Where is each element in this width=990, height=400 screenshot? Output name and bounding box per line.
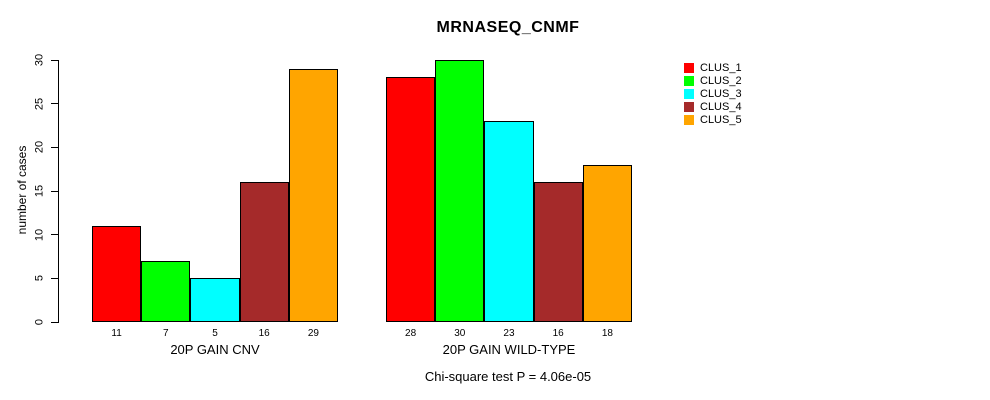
bar-value-label: 11 [111,328,122,339]
legend-swatch [684,89,694,99]
y-axis-tick [51,190,58,192]
bar-clus_2-group2 [435,60,485,322]
bar-value-label: 23 [503,328,515,339]
y-axis-tick [51,234,58,236]
y-axis-tick-label: 10 [33,228,46,241]
chi-square-annotation: Chi-square test P = 4.06e-05 [424,369,592,384]
legend-label: CLUS_1 [700,62,742,74]
bar-value-label: 7 [163,328,169,339]
y-axis-tick-label: 20 [33,141,46,154]
bar-clus_3-group1 [190,278,240,322]
bar-value-label: 30 [454,328,466,339]
y-axis-tick [51,277,58,279]
bar-clus_5-group2 [582,164,632,322]
legend-swatch [684,102,694,112]
x-group-label: 20P GAIN CNV [170,342,260,357]
bar-value-label: 28 [405,328,417,339]
bar-clus_1-group1 [92,225,142,322]
y-axis-tick [51,146,58,148]
bar-value-label: 5 [212,328,218,339]
bar-clus_2-group1 [141,260,191,322]
y-axis-tick [51,321,58,323]
y-axis-tick-label: 30 [33,53,46,67]
y-axis-title: number of cases [15,145,29,235]
bar-value-label: 18 [601,328,613,339]
y-axis-tick [51,103,58,105]
legend-swatch [684,63,694,73]
legend-label: CLUS_5 [700,114,742,126]
bar-clus_1-group2 [386,77,436,322]
y-axis-tick [51,59,58,61]
bar-clus_3-group2 [484,121,534,322]
legend-label: CLUS_4 [700,101,742,113]
bar-clus_4-group1 [239,182,289,322]
legend-label: CLUS_3 [700,88,742,100]
bar-value-label: 16 [552,328,564,339]
y-axis-tick-label: 5 [33,275,46,282]
legend-swatch [684,115,694,125]
bar-clus_4-group2 [533,182,583,322]
y-axis-tick-label: 15 [33,184,46,198]
legend-label: CLUS_2 [700,75,742,87]
x-group-label: 20P GAIN WILD-TYPE [442,342,576,357]
y-axis-tick-label: 0 [33,318,46,326]
bar-value-label: 29 [307,328,319,339]
y-axis-tick-label: 25 [33,97,46,110]
chart-title: MRNASEQ_CNMF [436,19,580,36]
bar-clus_5-group1 [288,68,338,322]
bar-value-label: 16 [258,328,270,339]
y-axis-line [58,60,59,323]
legend-swatch [684,76,694,86]
